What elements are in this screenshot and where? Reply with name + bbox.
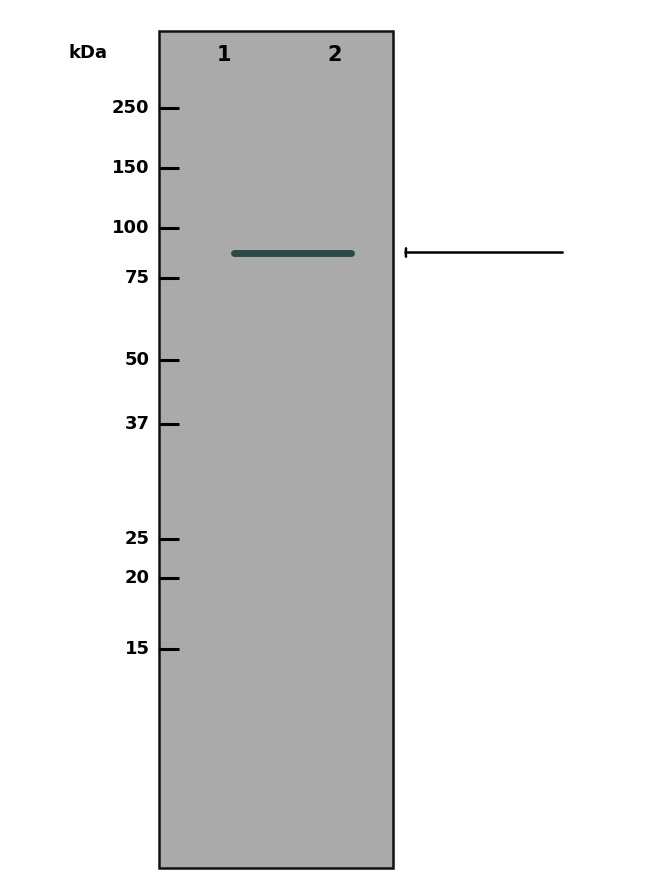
Text: kDa: kDa <box>68 44 107 62</box>
Text: 2: 2 <box>328 45 342 65</box>
Text: 20: 20 <box>125 569 150 587</box>
Text: 50: 50 <box>125 351 150 369</box>
Text: 1: 1 <box>217 45 231 65</box>
Text: 75: 75 <box>125 269 150 287</box>
Text: 37: 37 <box>125 415 150 432</box>
Text: 150: 150 <box>112 159 150 177</box>
Text: 25: 25 <box>125 530 150 548</box>
Text: 250: 250 <box>112 99 150 117</box>
Bar <box>159 31 393 868</box>
Text: 15: 15 <box>125 640 150 657</box>
Text: 100: 100 <box>112 219 150 237</box>
